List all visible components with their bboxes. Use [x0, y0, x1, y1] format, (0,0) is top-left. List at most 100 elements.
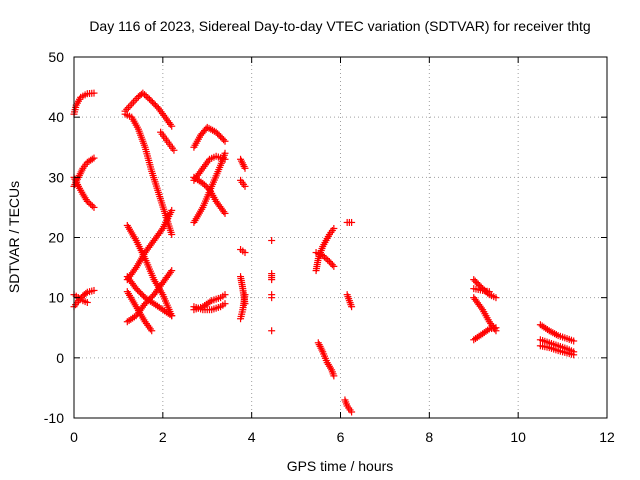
- plus-marker: [477, 304, 485, 312]
- plus-marker: [85, 199, 93, 207]
- series-arc-h3: [536, 342, 578, 359]
- plus-marker: [131, 265, 139, 273]
- series-arc-c7: [190, 291, 229, 314]
- series-arc-d1: [237, 155, 249, 172]
- series-arc-g2: [470, 285, 493, 296]
- plus-marker: [268, 276, 276, 284]
- plus-marker: [330, 224, 338, 232]
- series-arc-f6: [341, 396, 356, 416]
- y-tick-label: 40: [48, 109, 64, 125]
- plus-marker: [168, 122, 176, 130]
- plus-marker: [150, 100, 158, 108]
- plus-marker: [570, 351, 578, 359]
- series-arc-f2: [312, 249, 338, 270]
- plus-marker: [241, 291, 249, 299]
- plus-marker: [88, 202, 96, 210]
- series-arc-h1: [536, 321, 578, 345]
- plus-marker: [473, 279, 481, 287]
- plus-marker: [87, 200, 95, 208]
- series-arc-a1: [70, 89, 98, 118]
- plus-marker: [141, 91, 149, 99]
- series-arc-a4: [70, 286, 98, 311]
- plus-marker: [204, 184, 212, 192]
- plus-marker: [221, 209, 229, 217]
- chart-title: Day 116 of 2023, Sidereal Day-to-day VTE…: [89, 18, 590, 34]
- series-arc-d3: [237, 246, 249, 257]
- plus-marker: [324, 256, 332, 264]
- y-tick-label: -10: [44, 410, 64, 426]
- plus-marker: [139, 89, 147, 97]
- plus-marker: [328, 261, 336, 269]
- series-arc-e4: [268, 327, 276, 335]
- series-arc-b2: [121, 110, 176, 238]
- plus-marker: [200, 181, 208, 189]
- plus-marker: [146, 95, 154, 103]
- x-tick-label: 4: [248, 429, 256, 445]
- plus-marker: [128, 100, 136, 108]
- series-arc-e3: [268, 291, 276, 302]
- series-arc-c5: [190, 173, 229, 217]
- y-axis-label: SDTVAR / TECUs: [6, 181, 22, 293]
- plus-marker: [147, 97, 155, 105]
- plus-marker: [134, 286, 142, 294]
- series-arc-f4: [343, 218, 356, 226]
- plus-marker: [217, 133, 225, 141]
- series-arc-f5: [343, 291, 356, 311]
- plus-marker: [168, 312, 176, 320]
- plus-marker: [492, 324, 500, 332]
- plus-marker: [170, 146, 178, 154]
- plus-marker: [492, 294, 500, 302]
- plus-marker: [148, 327, 156, 335]
- plus-marker: [131, 96, 139, 104]
- x-tick-label: 12: [599, 429, 615, 445]
- series-arc-d4: [237, 273, 249, 308]
- plus-marker: [322, 255, 330, 263]
- series-arc-c4: [190, 149, 229, 226]
- plus-marker: [220, 208, 228, 216]
- series-arc-f3: [314, 339, 338, 380]
- y-tick-label: 20: [48, 230, 64, 246]
- plus-marker: [330, 372, 338, 380]
- y-tick-label: 50: [48, 49, 64, 65]
- plus-marker: [151, 101, 159, 109]
- plus-marker: [198, 166, 206, 174]
- x-tick-label: 8: [425, 429, 433, 445]
- plus-marker: [470, 276, 478, 284]
- plus-marker: [90, 203, 98, 211]
- series-arc-d5: [237, 291, 249, 323]
- plus-marker: [348, 303, 356, 311]
- plus-marker: [221, 137, 229, 145]
- plus-marker: [241, 182, 249, 190]
- plus-marker: [221, 300, 229, 308]
- plus-marker: [241, 164, 249, 172]
- series-arc-c1: [157, 128, 178, 154]
- plus-marker: [142, 92, 150, 100]
- x-tick-label: 0: [70, 429, 78, 445]
- plus-marker: [83, 197, 91, 205]
- series-arc-e1: [268, 237, 276, 245]
- plus-marker: [325, 258, 333, 266]
- data-points: [70, 89, 578, 416]
- plus-marker: [221, 291, 229, 299]
- plus-marker: [141, 300, 149, 308]
- plus-marker: [83, 298, 91, 306]
- x-tick-label: 6: [337, 429, 345, 445]
- y-tick-label: 10: [48, 290, 64, 306]
- plus-marker: [220, 136, 228, 144]
- series-arc-b7: [123, 273, 176, 320]
- plus-marker: [166, 268, 174, 276]
- axis-ticks: 0 2 4 6 8 10 12 -10 0 10 20 30 40 50: [44, 49, 615, 445]
- plus-marker: [158, 226, 166, 234]
- plus-marker: [90, 154, 98, 162]
- plus-marker: [88, 155, 96, 163]
- plus-marker: [168, 230, 176, 238]
- plus-marker: [137, 289, 145, 297]
- plus-marker: [144, 94, 152, 102]
- series-arc-a3: [70, 173, 98, 211]
- plus-marker: [348, 408, 356, 416]
- series-arc-e2: [268, 270, 276, 284]
- plus-marker: [215, 131, 223, 139]
- plus-marker: [348, 218, 356, 226]
- series-arc-b1: [121, 89, 176, 130]
